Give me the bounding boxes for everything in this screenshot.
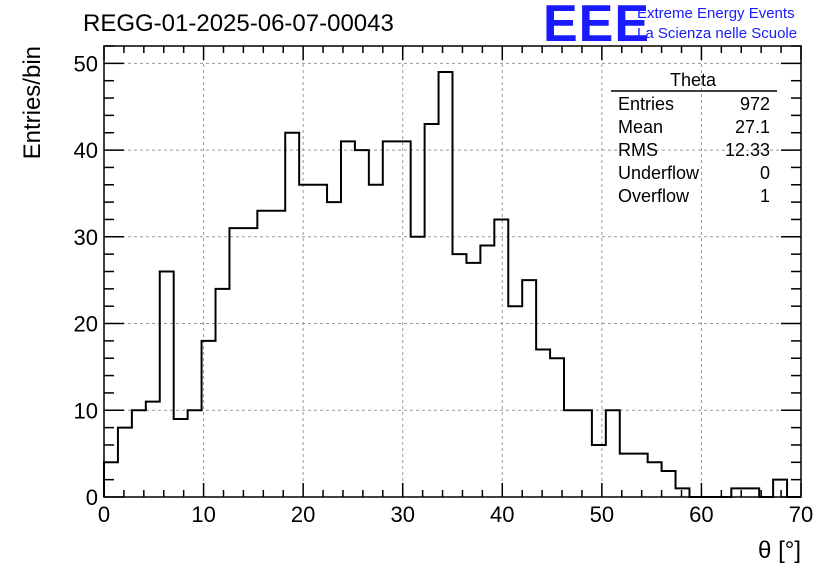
plot-frame xyxy=(103,45,802,498)
chart-title: REGG-01-2025-06-07-00043 xyxy=(83,10,394,37)
y-axis-title: Entries/bin xyxy=(19,46,46,159)
stats-value: 972 xyxy=(740,94,770,114)
y-tick-label: 50 xyxy=(74,51,98,76)
stats-label: RMS xyxy=(618,140,658,160)
stats-rows: Entries 972 Mean 27.1 RMS 12.33 Underflow 0 Over… xyxy=(618,94,770,206)
stats-label: Mean xyxy=(618,117,663,137)
x-tick-label: 40 xyxy=(490,502,514,527)
x-tick-label: 60 xyxy=(689,502,713,527)
x-tick-label: 20 xyxy=(291,502,315,527)
x-tick-label: 50 xyxy=(590,502,614,527)
stats-value: 12.33 xyxy=(725,140,770,160)
stats-value: 27.1 xyxy=(735,117,770,137)
stats-label: Underflow xyxy=(618,163,700,183)
x-tick-label: 10 xyxy=(191,502,215,527)
stats-label: Entries xyxy=(618,94,674,114)
x-tick-label: 0 xyxy=(98,502,110,527)
y-tick-label: 30 xyxy=(74,225,98,250)
stats-title: Theta xyxy=(670,70,717,90)
logo-line-2: La Scienza nelle Scuole xyxy=(637,25,798,42)
eee-logo-mark: EEE xyxy=(543,0,651,53)
logo-line-1: Extreme Energy Events xyxy=(637,5,795,22)
x-tick-label: 70 xyxy=(789,502,813,527)
y-tick-label: 40 xyxy=(74,138,98,163)
y-tick-label: 20 xyxy=(74,312,98,337)
stats-box: Theta Entries 972 Mean 27.1 RMS 12.33 Underflo… xyxy=(611,70,777,206)
x-tick-label: 30 xyxy=(390,502,414,527)
stats-label: Overflow xyxy=(618,186,690,206)
y-tick-label: 0 xyxy=(86,485,98,510)
histogram-line xyxy=(103,71,801,498)
stats-value: 0 xyxy=(760,163,770,183)
stats-value: 1 xyxy=(760,186,770,206)
y-tick-label: 10 xyxy=(74,398,98,423)
x-axis-title: θ [°] xyxy=(758,537,801,564)
